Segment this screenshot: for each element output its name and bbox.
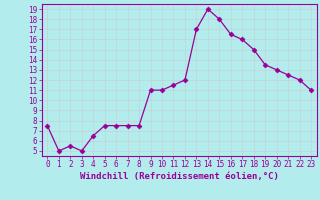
X-axis label: Windchill (Refroidissement éolien,°C): Windchill (Refroidissement éolien,°C)	[80, 172, 279, 181]
